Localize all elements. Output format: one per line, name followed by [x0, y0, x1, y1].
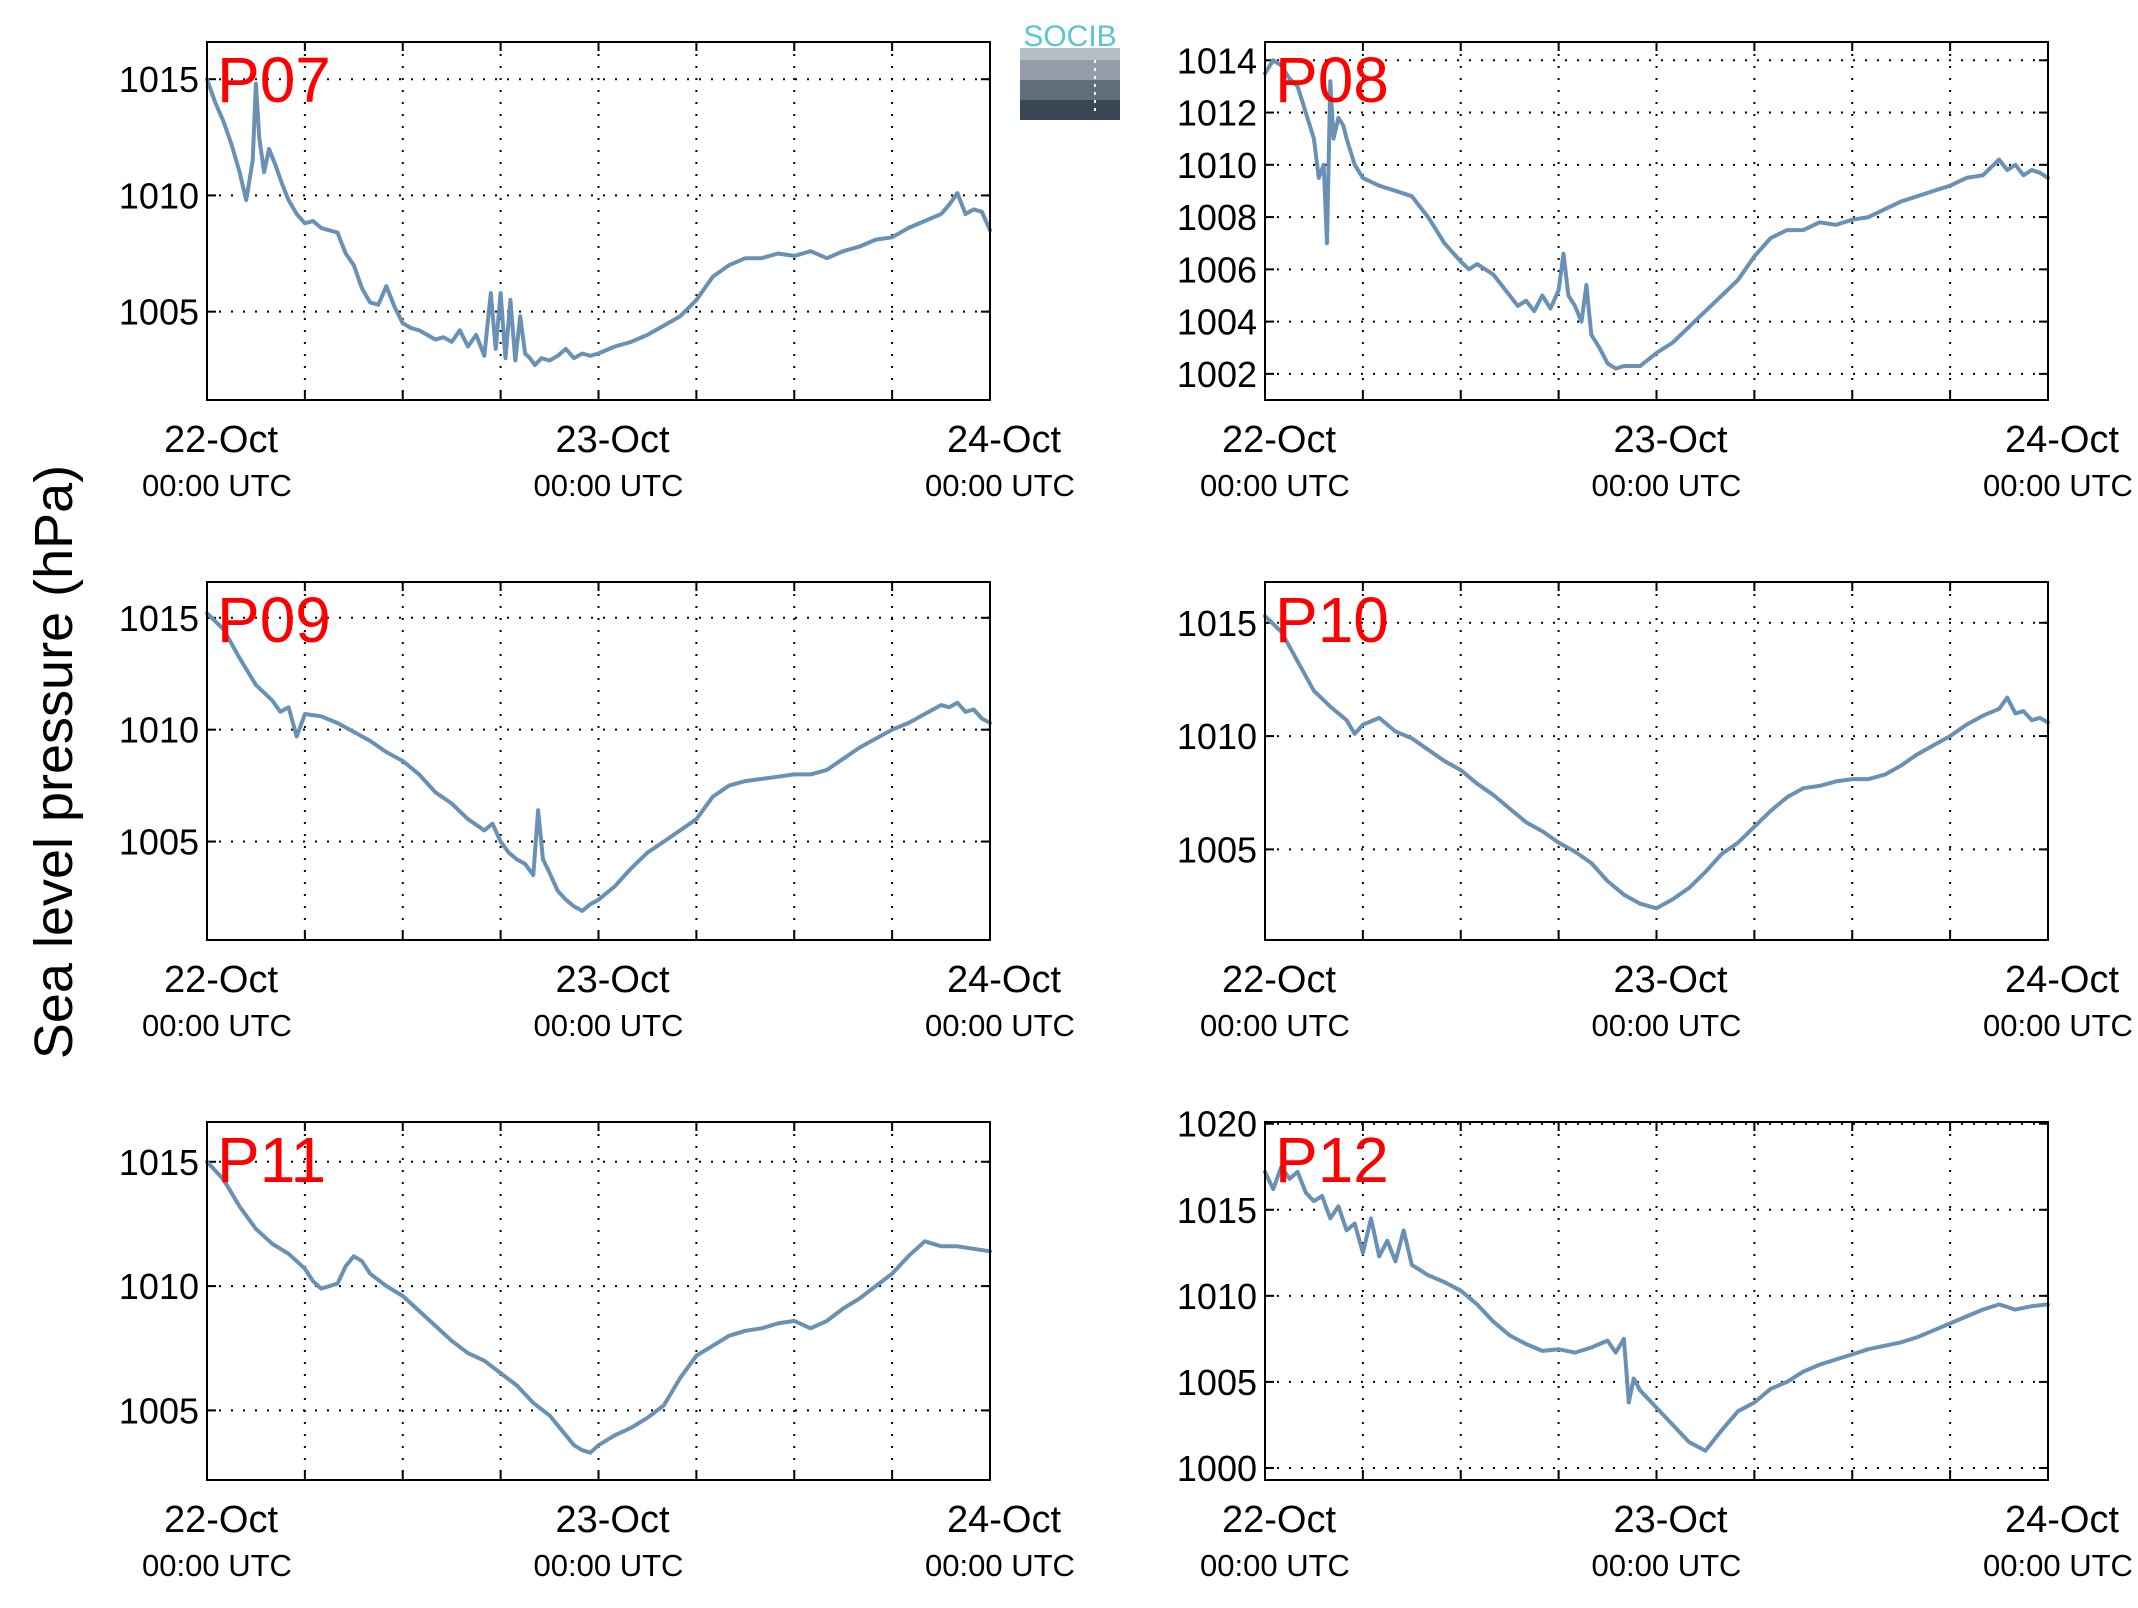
x-tick-label-date: 23-Oct [555, 419, 669, 461]
station-label: P09 [217, 584, 331, 656]
plot-frame [206, 581, 991, 941]
x-tick-label-time: 00:00 UTC [1983, 1008, 2133, 1043]
y-tick-label: 1002 [1177, 354, 1257, 395]
x-tick-label-date: 22-Oct [1222, 1499, 1336, 1541]
station-label: P11 [217, 1124, 326, 1196]
station-label: P10 [1275, 584, 1389, 656]
series-line-p11 [205, 1159, 992, 1455]
station-label: P08 [1275, 44, 1389, 116]
panel-p10: 1005 1010 1015 22-Oct 00:00 UTC 23-Oct 00:00 U… [1177, 581, 2133, 1043]
y-tick-label: 1015 [1177, 1190, 1257, 1231]
series-line-p10 [1263, 614, 2050, 911]
y-tick-label: 1010 [1177, 145, 1257, 186]
y-tick-label: 1006 [1177, 249, 1257, 290]
station-label: P07 [217, 44, 331, 116]
y-tick-label: 1015 [119, 598, 199, 639]
y-tick-label: 1004 [1177, 302, 1257, 343]
panel-p12: 1000 1005 1010 1015 1020 22-Oct 00:00 UTC 23-Oc… [1177, 1104, 2133, 1583]
x-tick-label-date: 23-Oct [555, 959, 669, 1001]
x-tick-label-date: 22-Oct [164, 1499, 278, 1541]
y-tick-label: 1005 [1177, 829, 1257, 870]
y-tick-label: 1015 [119, 1142, 199, 1183]
x-tick-label-date: 22-Oct [164, 419, 278, 461]
x-tick-label-date: 23-Oct [1613, 1499, 1727, 1541]
x-tick-label-time: 00:00 UTC [1983, 468, 2133, 503]
x-tick-label-date: 24-Oct [2005, 419, 2119, 461]
y-tick-label: 1015 [119, 59, 199, 100]
y-tick-label: 1005 [119, 292, 199, 333]
x-tick-label-time: 00:00 UTC [1200, 1548, 1350, 1583]
x-tick-label-date: 22-Oct [1222, 419, 1336, 461]
x-tick-label-time: 00:00 UTC [142, 1548, 292, 1583]
y-tick-label: 1005 [119, 822, 199, 863]
y-tick-label: 1020 [1177, 1104, 1257, 1145]
x-tick-label-date: 24-Oct [2005, 1499, 2119, 1541]
plot-frame [1264, 41, 2049, 401]
x-tick-label-time: 00:00 UTC [534, 468, 684, 503]
y-tick-label: 1008 [1177, 197, 1257, 238]
plot-frame [206, 41, 991, 401]
x-tick-label-time: 00:00 UTC [142, 1008, 292, 1043]
x-tick-label-time: 00:00 UTC [1983, 1548, 2133, 1583]
panel-p11: 1005 1010 1015 22-Oct 00:00 UTC 23-Oct 00:00 U… [119, 1121, 1075, 1583]
y-tick-label: 1010 [119, 175, 199, 216]
x-tick-label-date: 23-Oct [1613, 959, 1727, 1001]
x-tick-label-date: 24-Oct [947, 959, 1061, 1001]
y-tick-label: 1010 [1177, 716, 1257, 757]
series-line-p09 [205, 611, 992, 913]
y-tick-label: 1012 [1177, 93, 1257, 134]
x-tick-label-date: 24-Oct [2005, 959, 2119, 1001]
y-tick-label: 1014 [1177, 40, 1257, 81]
y-tick-label: 1010 [119, 710, 199, 751]
x-tick-label-date: 23-Oct [1613, 419, 1727, 461]
x-tick-label-time: 00:00 UTC [1200, 468, 1350, 503]
x-tick-label-date: 24-Oct [947, 1499, 1061, 1541]
x-tick-label-time: 00:00 UTC [925, 468, 1075, 503]
x-tick-label-date: 22-Oct [164, 959, 278, 1001]
x-tick-label-time: 00:00 UTC [534, 1548, 684, 1583]
station-label: P12 [1275, 1124, 1389, 1196]
y-tick-label: 1005 [1177, 1362, 1257, 1403]
x-tick-label-time: 00:00 UTC [1592, 468, 1742, 503]
series-line-p07 [205, 77, 992, 368]
x-tick-label-date: 22-Oct [1222, 959, 1336, 1001]
logo-text: SOCIB [1023, 20, 1116, 53]
y-axis-label: Sea level pressure (hPa) [24, 465, 84, 1059]
x-tick-label-date: 23-Oct [555, 1499, 669, 1541]
x-tick-label-time: 00:00 UTC [925, 1008, 1075, 1043]
x-tick-label-time: 00:00 UTC [1592, 1548, 1742, 1583]
x-tick-label-time: 00:00 UTC [142, 468, 292, 503]
plot-frame [1264, 581, 2049, 941]
socib-logo: SOCIB [1020, 20, 1120, 120]
x-tick-label-time: 00:00 UTC [1592, 1008, 1742, 1043]
y-tick-label: 1000 [1177, 1448, 1257, 1489]
x-tick-label-time: 00:00 UTC [1200, 1008, 1350, 1043]
series-line-p08 [1263, 58, 2050, 371]
plot-frame [206, 1121, 991, 1481]
x-tick-label-date: 24-Oct [947, 419, 1061, 461]
y-tick-label: 1005 [119, 1390, 199, 1431]
x-tick-label-time: 00:00 UTC [925, 1548, 1075, 1583]
plot-frame [1264, 1121, 2049, 1481]
panel-p09: 1005 1010 1015 22-Oct 00:00 UTC 23-Oct 00:00 U… [119, 581, 1075, 1043]
y-tick-label: 1010 [119, 1266, 199, 1307]
series-line-p12 [1263, 1164, 2050, 1453]
y-tick-label: 1015 [1177, 603, 1257, 644]
panel-p07: 1005 1010 1015 22-Oct 00:00 UTC 23-Oct 00:00 U… [119, 41, 1075, 503]
panel-p08: 1002 1004 1006 1008 1010 1012 1014 22-Oct 00:00 … [1177, 40, 2133, 503]
x-tick-label-time: 00:00 UTC [534, 1008, 684, 1043]
y-tick-label: 1010 [1177, 1276, 1257, 1317]
